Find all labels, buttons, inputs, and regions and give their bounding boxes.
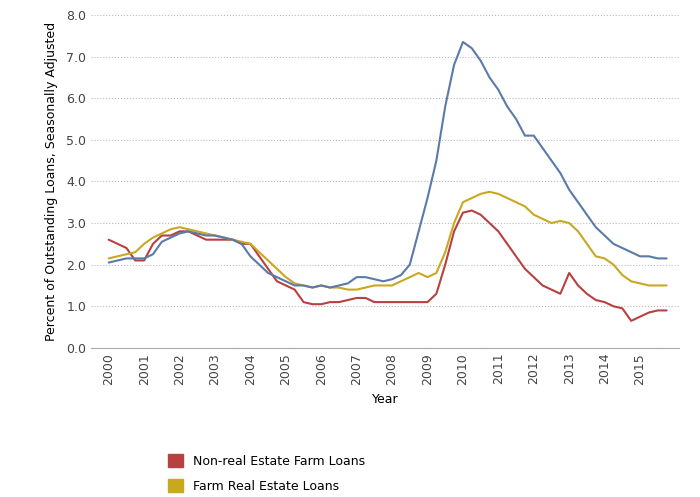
Non-real Estate Farm Loans [176,228,184,234]
Farm Real Estate Loans [485,189,494,195]
All Loans [104,259,113,265]
Non-real Estate Farm Loans [662,308,671,314]
All Loans [424,195,432,201]
Legend: Non-real Estate Farm Loans, Farm Real Estate Loans, All Loans: Non-real Estate Farm Loans, Farm Real Es… [168,454,365,497]
Farm Real Estate Loans [468,195,476,201]
Farm Real Estate Loans [344,287,352,293]
All Loans [458,39,467,45]
Line: Non-real Estate Farm Loans: Non-real Estate Farm Loans [108,211,666,321]
Non-real Estate Farm Loans [335,299,343,305]
Non-real Estate Farm Loans [414,299,423,305]
Farm Real Estate Loans [104,255,113,261]
Farm Real Estate Loans [662,282,671,288]
Farm Real Estate Loans [388,282,396,288]
Farm Real Estate Loans [477,191,485,197]
Non-real Estate Farm Loans [627,318,636,324]
Line: Farm Real Estate Loans: Farm Real Estate Loans [108,192,666,290]
All Loans [477,58,485,64]
All Loans [308,285,316,291]
All Loans [176,231,184,237]
All Loans [344,280,352,286]
Non-real Estate Farm Loans [458,210,467,216]
Non-real Estate Farm Loans [104,237,113,243]
Farm Real Estate Loans [335,285,343,291]
All Loans [485,75,494,81]
Farm Real Estate Loans [424,274,432,280]
Farm Real Estate Loans [176,224,184,230]
Y-axis label: Percent of Outstanding Loans, Seasonally Adjusted: Percent of Outstanding Loans, Seasonally… [45,22,58,341]
Non-real Estate Farm Loans [468,208,476,214]
Line: All Loans: All Loans [108,42,666,288]
All Loans [388,276,396,282]
X-axis label: Year: Year [372,393,398,406]
Non-real Estate Farm Loans [477,212,485,218]
Non-real Estate Farm Loans [379,299,387,305]
All Loans [662,255,671,261]
